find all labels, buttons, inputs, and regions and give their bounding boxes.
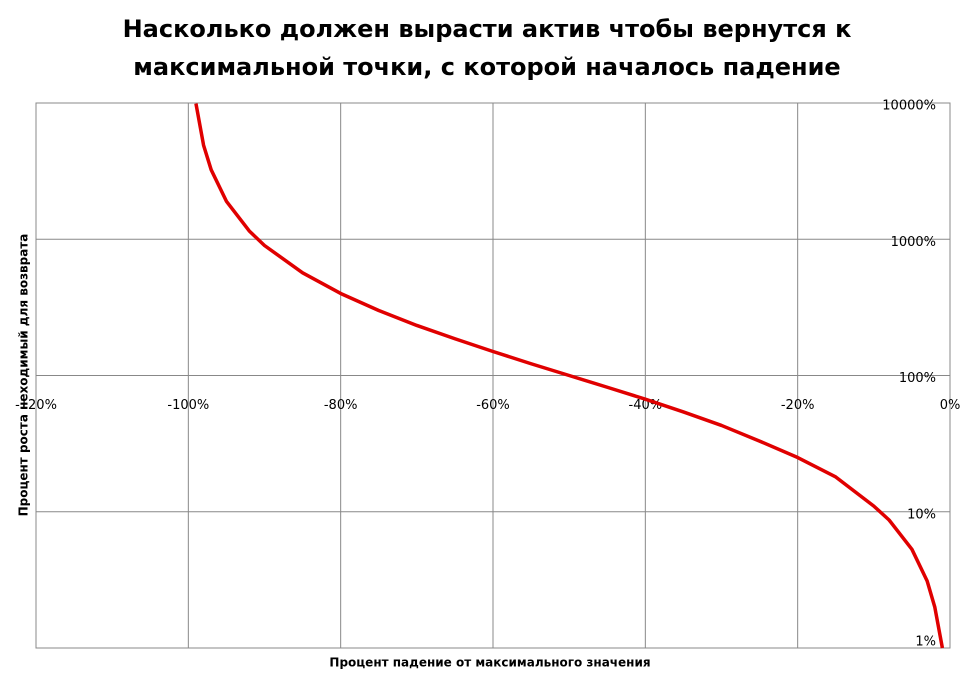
y-axis-label: Процент роста неходимый для возврата [17, 234, 31, 517]
y-tick-label: 10000% [882, 99, 936, 114]
y-tick-label: 1% [915, 635, 936, 650]
x-tick-label: -80% [324, 398, 358, 413]
chart-title: Насколько должен вырасти актив чтобы вер… [123, 15, 852, 43]
data-line [194, 103, 945, 649]
x-tick-label: -60% [476, 398, 510, 413]
y-tick-label: 1000% [891, 235, 936, 250]
y-tick-label: 100% [899, 371, 936, 386]
x-tick-label: -120% [15, 398, 57, 413]
y-tick-label: 10% [907, 507, 936, 522]
x-axis-label: Процент падение от максимального значени… [329, 656, 650, 670]
chart-title: максимальной точки, с которой началось п… [133, 53, 840, 81]
x-tick-label: -20% [781, 398, 815, 413]
x-tick-label: -100% [167, 398, 209, 413]
x-tick-label: 0% [940, 398, 961, 413]
